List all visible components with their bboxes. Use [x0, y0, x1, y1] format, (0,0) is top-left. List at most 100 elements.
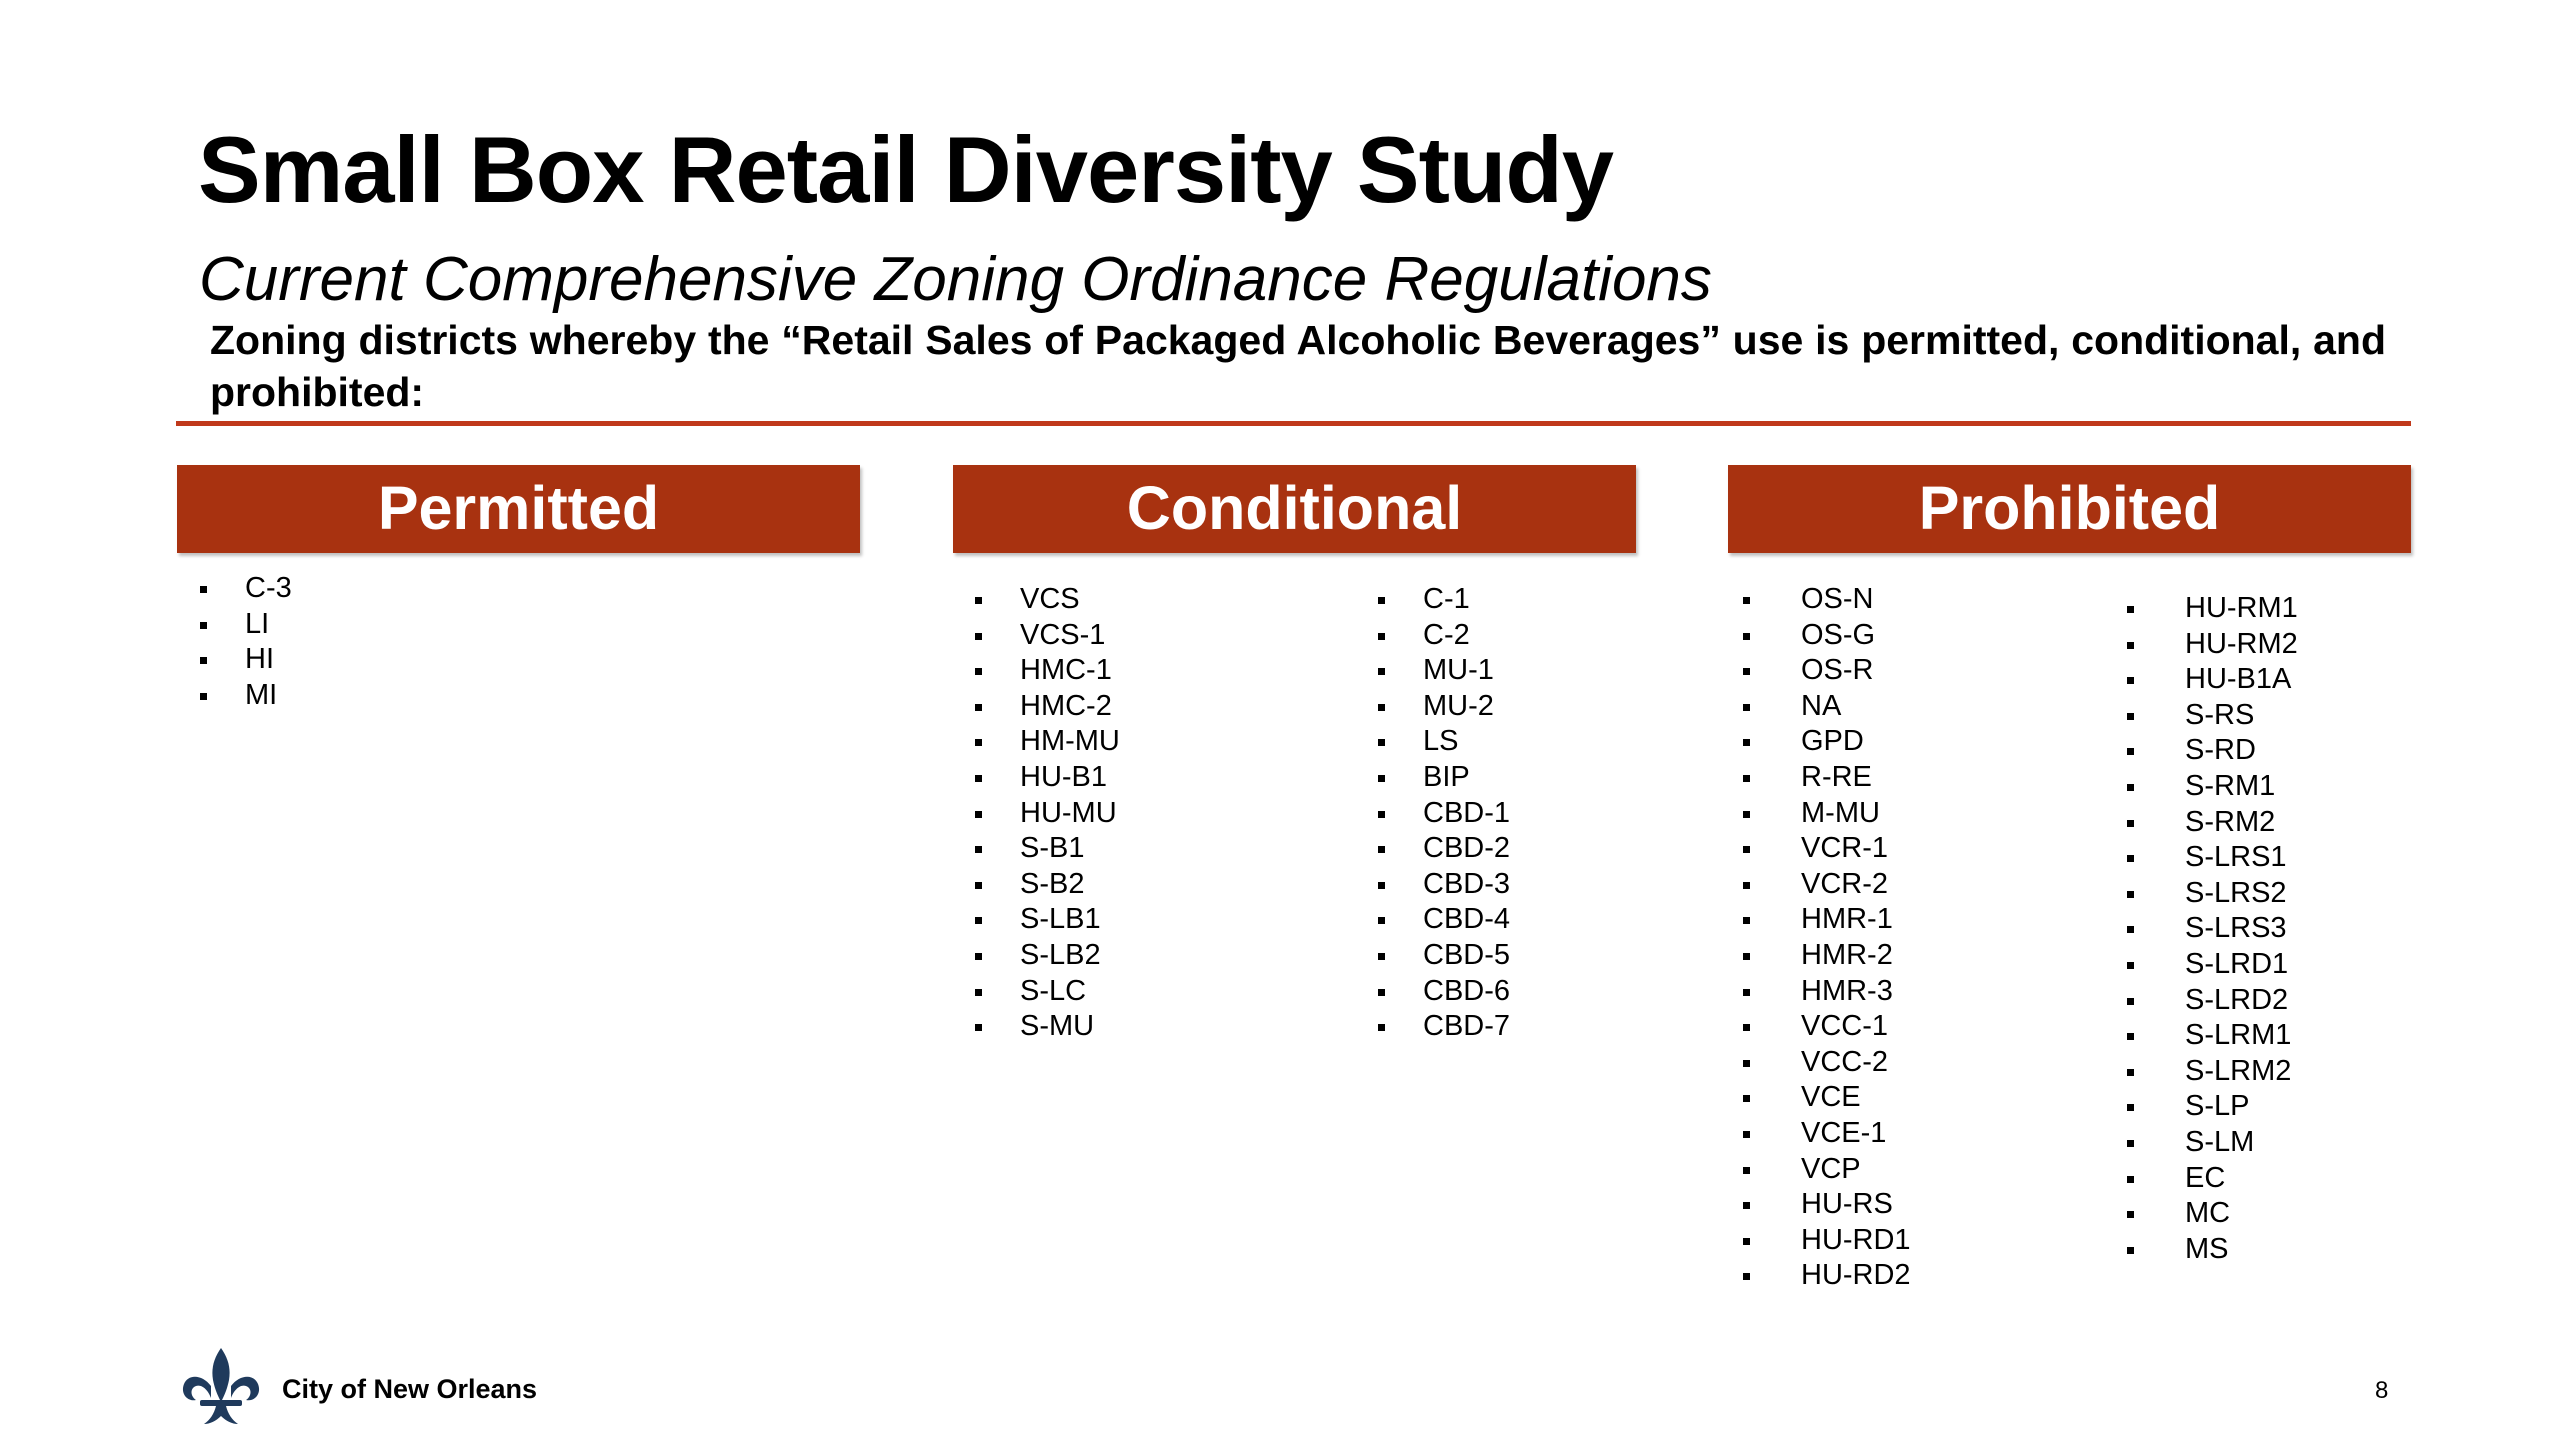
bullet-icon	[1743, 1059, 1750, 1067]
page-number: 8	[2375, 1377, 2389, 1404]
zoning-district-code: BIP	[1423, 760, 1470, 793]
bullet-icon	[1743, 846, 1750, 854]
prohibited-list-2: HU-RM1 HU-RM2 HU-B1A S-RS S-RD S-RM1 S-RM2 S-LR…	[2127, 591, 2298, 1267]
bullet-icon	[1378, 846, 1385, 854]
zoning-district-code: MU-1	[1423, 654, 1494, 687]
zoning-district-item: CBD-4	[1378, 902, 1510, 938]
zoning-district-code: MC	[2185, 1197, 2231, 1230]
bullet-icon	[1743, 632, 1750, 640]
bullet-icon	[1378, 952, 1385, 960]
zoning-district-code: OS-G	[1801, 618, 1876, 651]
bullet-icon	[1743, 881, 1750, 889]
bullet-icon	[1743, 1024, 1750, 1032]
bullet-icon	[1378, 988, 1385, 996]
zoning-district-item: MU-2	[1378, 689, 1510, 725]
zoning-district-code: NA	[1801, 689, 1842, 722]
zoning-district-code: S-LRS3	[2185, 912, 2287, 945]
bullet-icon	[2127, 677, 2134, 685]
zoning-district-item: S-LRD2	[2127, 983, 2298, 1019]
zoning-district-code: HM-MU	[1020, 725, 1120, 758]
zoning-district-code: S-LP	[2185, 1090, 2250, 1123]
bullet-icon	[1743, 703, 1750, 711]
zoning-district-item: OS-G	[1743, 618, 1911, 654]
zoning-district-code: MU-2	[1423, 689, 1494, 722]
bullet-icon	[200, 657, 207, 665]
zoning-district-item: S-LM	[2127, 1125, 2298, 1161]
zoning-district-code: C-3	[245, 572, 292, 604]
zoning-district-code: CBD-4	[1423, 903, 1511, 936]
bullet-icon	[2127, 819, 2134, 827]
bullet-icon	[1743, 774, 1750, 782]
zoning-district-code: HU-RS	[1801, 1188, 1893, 1221]
zoning-district-code: S-B1	[1020, 832, 1085, 865]
zoning-district-item: HMC-2	[975, 689, 1120, 725]
zoning-district-code: HMC-2	[1020, 689, 1112, 722]
bullet-icon	[975, 881, 982, 889]
zoning-district-code: HU-B1	[1020, 760, 1108, 793]
slide-subtitle: Current Comprehensive Zoning Ordinance R…	[199, 245, 1712, 314]
bullet-icon	[975, 632, 982, 640]
bullet-icon	[1743, 1166, 1750, 1174]
bullet-icon	[2127, 1175, 2134, 1183]
zoning-district-code: S-LRD2	[2185, 983, 2289, 1016]
zoning-district-item: S-RM2	[2127, 805, 2298, 841]
bullet-icon	[1378, 739, 1385, 747]
zoning-district-item: MI	[200, 678, 292, 714]
zoning-district-item: HMR-2	[1743, 938, 1911, 974]
bullet-icon	[975, 810, 982, 818]
bullet-icon	[975, 703, 982, 711]
zoning-district-code: CBD-6	[1423, 974, 1511, 1007]
zoning-district-item: VCS-1	[975, 618, 1120, 654]
bullet-icon	[2127, 606, 2134, 613]
zoning-district-item: VCR-2	[1743, 867, 1911, 903]
zoning-district-item: HMR-1	[1743, 902, 1911, 938]
bullet-icon	[1743, 1237, 1750, 1245]
zoning-district-item: VCC-1	[1743, 1009, 1911, 1045]
bullet-icon	[1378, 917, 1385, 925]
bullet-icon	[2127, 748, 2134, 756]
bullet-icon	[2127, 1033, 2134, 1041]
bullet-icon	[2127, 890, 2134, 898]
zoning-district-item: CBD-6	[1378, 974, 1510, 1010]
zoning-district-code: HU-B1A	[2185, 663, 2292, 696]
slide-title: Small Box Retail Diversity Study	[198, 117, 1614, 222]
zoning-district-item: C-3	[200, 571, 292, 607]
zoning-district-code: HU-MU	[1020, 796, 1117, 829]
bullet-icon	[975, 668, 982, 676]
zoning-district-item: HU-RM2	[2127, 627, 2298, 663]
zoning-district-code: HU-RD1	[1801, 1223, 1911, 1256]
zoning-district-code: S-B2	[1020, 867, 1085, 900]
zoning-district-code: GPD	[1801, 725, 1864, 758]
zoning-district-code: CBD-3	[1423, 867, 1511, 900]
zoning-district-code: HMR-1	[1801, 903, 1893, 936]
zoning-district-item: VCE-1	[1743, 1116, 1911, 1152]
zoning-district-item: CBD-2	[1378, 831, 1510, 867]
zoning-district-code: CBD-2	[1423, 832, 1511, 865]
zoning-district-code: CBD-7	[1423, 1010, 1511, 1043]
bullet-icon	[975, 917, 982, 925]
zoning-district-item: VCS	[975, 582, 1120, 618]
zoning-district-item: CBD-1	[1378, 796, 1510, 832]
bullet-icon	[1743, 952, 1750, 960]
zoning-district-code: VCR-2	[1801, 867, 1889, 900]
bullet-icon	[1743, 810, 1750, 818]
zoning-district-item: CBD-5	[1378, 938, 1510, 974]
bullet-icon	[975, 739, 982, 747]
zoning-district-item: S-LP	[2127, 1089, 2298, 1125]
bullet-icon	[200, 692, 207, 700]
zoning-district-item: S-LB2	[975, 938, 1120, 974]
zoning-district-item: S-LRS2	[2127, 876, 2298, 912]
zoning-district-item: S-LB1	[975, 902, 1120, 938]
zoning-district-code: S-RM2	[2185, 805, 2276, 838]
zoning-district-code: S-LRS2	[2185, 876, 2287, 909]
bullet-icon	[1743, 739, 1750, 747]
zoning-district-code: VCR-1	[1801, 832, 1889, 865]
bullet-icon	[1378, 597, 1385, 604]
bullet-icon	[975, 774, 982, 782]
zoning-district-code: S-LC	[1020, 974, 1087, 1007]
zoning-district-code: HU-RM1	[2185, 592, 2298, 624]
zoning-district-item: OS-N	[1743, 582, 1911, 618]
zoning-district-item: NA	[1743, 689, 1911, 725]
slide-description: Zoning districts whereby the “Retail Sal…	[210, 317, 2386, 415]
zoning-district-code: VCC-1	[1801, 1010, 1889, 1043]
